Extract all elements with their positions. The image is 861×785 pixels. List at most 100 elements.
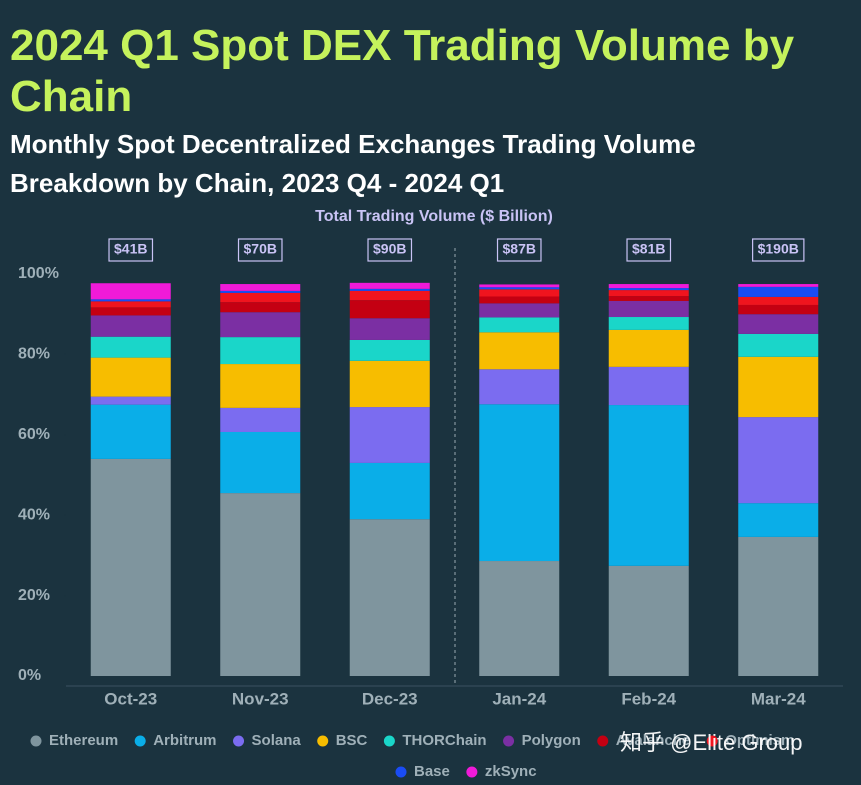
bar-segment <box>479 317 560 333</box>
legend-label: THORChain <box>402 732 486 749</box>
bar-segment <box>90 307 171 316</box>
legend-label: Arbitrum <box>153 732 216 749</box>
total-box <box>752 238 805 262</box>
bar-segment <box>608 296 689 301</box>
bar-segment <box>90 336 171 358</box>
bar-segment <box>738 356 819 418</box>
bar-segment <box>220 364 301 408</box>
bar-segment <box>90 283 171 300</box>
bar-segment <box>608 300 689 318</box>
legend-marker <box>134 735 146 747</box>
x-tick-label: Mar-24 <box>751 689 806 708</box>
x-tick-label: Feb-24 <box>621 689 676 708</box>
bar-segment <box>90 458 171 676</box>
bar-segment <box>738 503 819 537</box>
bar-segment <box>738 333 819 357</box>
legend-marker <box>233 735 245 747</box>
bar-segment <box>738 284 819 287</box>
bar-segment <box>220 302 301 313</box>
legend-label: BSC <box>336 732 368 749</box>
legend-label: Avalanche <box>616 732 690 749</box>
total-label: $90B <box>373 241 406 257</box>
total-box <box>367 238 413 262</box>
legend-label: Polygon <box>522 732 581 749</box>
legend-marker <box>317 735 329 747</box>
legend-label: zkSync <box>485 763 537 780</box>
y-tick-label: 60% <box>18 426 50 443</box>
legend-label: Ethereum <box>49 732 118 749</box>
bar-segment <box>349 282 430 289</box>
watermark: 知乎 @Elite Group <box>620 730 803 755</box>
total-label: $81B <box>632 241 665 257</box>
bar-segment <box>479 296 560 304</box>
bar-segment <box>349 300 430 319</box>
chart-subtitle: Monthly Spot Decentralized Exchanges Tra… <box>10 129 696 198</box>
bar-segment <box>479 369 560 405</box>
bar-segment <box>479 561 560 676</box>
bar-segment <box>608 366 689 406</box>
bar-segment <box>220 431 301 494</box>
total-label: $41B <box>114 241 147 257</box>
bar-segment <box>220 290 301 293</box>
legend-marker <box>597 735 609 747</box>
bar-segment <box>479 303 560 318</box>
bar-segment <box>479 284 560 288</box>
bar-segment <box>738 417 819 504</box>
bar-segment <box>349 519 430 676</box>
x-tick-label: Jan-24 <box>492 689 546 708</box>
bar-segment <box>608 317 689 330</box>
total-label: $87B <box>503 241 536 257</box>
bar-segment <box>479 404 560 562</box>
bar-segment <box>220 493 301 676</box>
bar-segment <box>90 404 171 459</box>
bar-segment <box>738 314 819 334</box>
bar-segment <box>479 332 560 370</box>
bar-segment <box>608 565 689 676</box>
bar-segment <box>90 301 171 308</box>
bar-segment <box>220 337 301 365</box>
bar-segment <box>220 407 301 432</box>
x-tick-label: Oct-23 <box>104 689 157 708</box>
legend-label: Solana <box>252 732 302 749</box>
legend-marker <box>466 766 478 778</box>
bar-segment <box>349 360 430 408</box>
bar-segment <box>90 315 171 337</box>
bar-segment <box>349 407 430 463</box>
bar-segment <box>220 284 301 291</box>
total-box <box>626 238 672 262</box>
bar-segment <box>220 312 301 338</box>
bar-segment <box>349 339 430 361</box>
bar-segment <box>349 318 430 340</box>
bar-segment <box>479 289 560 297</box>
total-box <box>496 238 542 262</box>
x-tick-label: Dec-23 <box>362 689 418 708</box>
legend-label: Optimism <box>725 732 794 749</box>
y-tick-label: 80% <box>18 346 50 363</box>
bar-segment <box>90 396 171 405</box>
bar-segment <box>220 292 301 303</box>
bar-segment <box>738 286 819 297</box>
totals-title: Total Trading Volume ($ Billion) <box>315 208 553 225</box>
y-tick-label: 20% <box>18 587 50 604</box>
bar-segment <box>90 357 171 397</box>
bar-segment <box>608 329 689 367</box>
total-label: $70B <box>244 241 277 257</box>
x-tick-label: Nov-23 <box>232 689 289 708</box>
total-label: $190B <box>758 241 799 257</box>
bar-segment <box>738 304 819 315</box>
legend-label: Base <box>414 763 450 780</box>
bar-segment <box>738 536 819 676</box>
total-box <box>108 238 154 262</box>
bar-segment <box>90 299 171 302</box>
bar-segment <box>479 287 560 290</box>
legend-marker <box>706 735 718 747</box>
bar-segment <box>608 405 689 566</box>
legend-marker <box>503 735 515 747</box>
y-tick-label: 40% <box>18 506 50 523</box>
y-tick-label: 100% <box>18 265 59 282</box>
y-tick-label: 0% <box>18 667 41 684</box>
bar-segment <box>738 296 819 305</box>
legend-marker <box>383 735 395 747</box>
